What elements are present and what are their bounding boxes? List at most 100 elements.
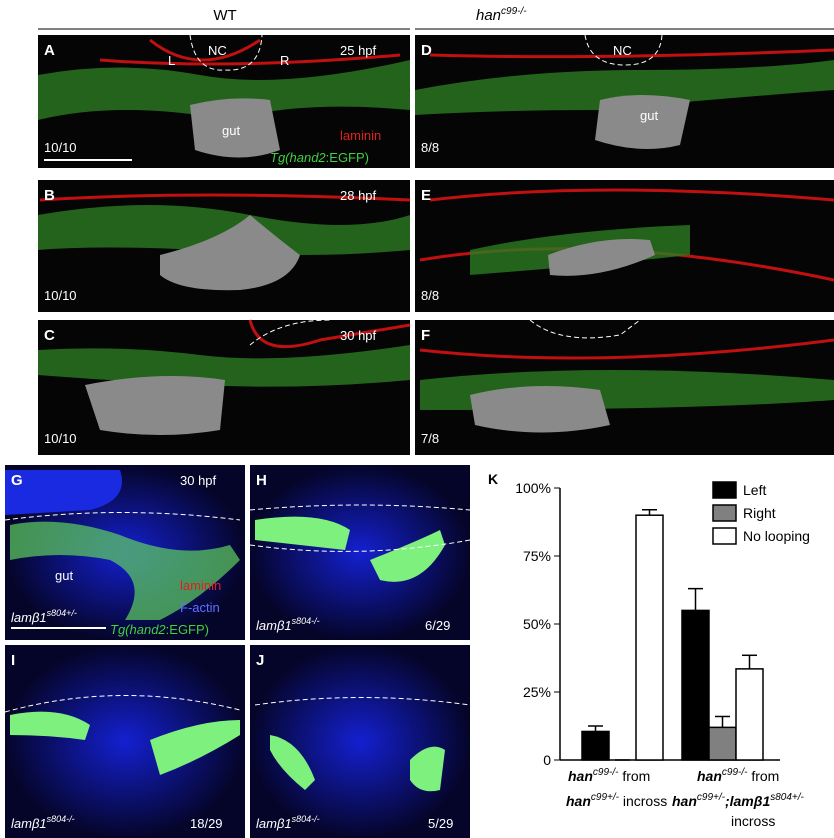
actin: F-actin bbox=[180, 600, 220, 615]
label-part: han bbox=[697, 768, 722, 784]
panel-letter: A bbox=[44, 42, 55, 59]
label-part: ;lamβ1 bbox=[725, 793, 770, 809]
t: s804+/- bbox=[47, 608, 77, 618]
t: Tg(hand2 bbox=[270, 150, 326, 165]
x-category-label: hanc99-/- from bbox=[697, 767, 779, 784]
panel-d: D NC gut 8/8 bbox=[415, 34, 834, 168]
header: WT hanc99-/- bbox=[38, 6, 834, 30]
stage: 30 hpf bbox=[340, 328, 377, 343]
label-part: s804+/- bbox=[770, 792, 804, 803]
count: 10/10 bbox=[44, 288, 77, 303]
bar bbox=[708, 726, 737, 761]
t: Tg(hand2 bbox=[110, 622, 166, 637]
t: s804-/- bbox=[292, 616, 320, 626]
label-part: incross bbox=[619, 793, 667, 809]
panel-letter: I bbox=[11, 652, 15, 669]
y-tick-label: 25% bbox=[523, 684, 551, 700]
t: lamβ1 bbox=[11, 610, 47, 625]
nc: NC bbox=[613, 43, 632, 58]
panel-b: B 28 hpf 10/10 bbox=[38, 180, 411, 312]
stain: laminin bbox=[180, 578, 221, 593]
stage: 28 hpf bbox=[340, 188, 377, 203]
x-category-label: hanc99+/- incross bbox=[566, 792, 667, 809]
count: 10/10 bbox=[44, 431, 77, 446]
y-tick-label: 0 bbox=[543, 752, 551, 768]
label-part: c99+/- bbox=[591, 792, 620, 803]
stage: 30 hpf bbox=[180, 473, 217, 488]
legend-swatch bbox=[712, 481, 737, 499]
t: c99-/- bbox=[501, 6, 527, 17]
legend-swatch bbox=[712, 527, 737, 545]
panel-letter: C bbox=[44, 327, 55, 344]
bar bbox=[735, 668, 764, 761]
x-category-label: hanc99+/-;lamβ1s804+/- bbox=[672, 792, 805, 809]
y-tick-label: 75% bbox=[523, 548, 551, 564]
mutant-label: hanc99-/- bbox=[476, 6, 527, 24]
count: 7/8 bbox=[421, 431, 439, 446]
panel-letter: G bbox=[11, 472, 23, 489]
y-tick-label: 50% bbox=[523, 616, 551, 632]
nc: NC bbox=[208, 43, 227, 58]
panel-f: F 7/8 bbox=[415, 319, 834, 455]
genotype: lamβ1s804+/- bbox=[11, 608, 77, 625]
r: R bbox=[280, 53, 289, 68]
t: lamβ1 bbox=[11, 816, 47, 831]
y-tick-label: 100% bbox=[515, 480, 551, 496]
t: lamβ1 bbox=[256, 816, 292, 831]
gut: gut bbox=[222, 123, 240, 138]
count: 5/29 bbox=[428, 816, 453, 831]
bar bbox=[635, 514, 664, 761]
panel-letter: F bbox=[421, 327, 430, 344]
t: lamβ1 bbox=[256, 618, 292, 633]
label-part: c99-/- bbox=[722, 767, 748, 778]
stage: 25 hpf bbox=[340, 43, 377, 58]
panel-c: C 30 hpf 10/10 bbox=[38, 319, 411, 455]
genotype: lamβ1s804-/- bbox=[11, 814, 75, 831]
genotype: lamβ1s804-/- bbox=[256, 814, 320, 831]
panel-letter: J bbox=[256, 652, 264, 669]
panel-a: A NC L R 25 hpf gut laminin Tg(hand2:EGF… bbox=[38, 34, 410, 168]
reporter: Tg(hand2:EGFP) bbox=[110, 622, 209, 637]
legend-swatch bbox=[712, 504, 737, 522]
panel-letter: B bbox=[44, 187, 55, 204]
panel-j: J lamβ1s804-/- 5/29 bbox=[250, 645, 471, 838]
panel-letter: H bbox=[256, 472, 267, 489]
panel-i: I lamβ1s804-/- 18/29 bbox=[4, 645, 245, 838]
label-part: han bbox=[672, 793, 697, 809]
count: 18/29 bbox=[190, 816, 223, 831]
label-part: c99-/- bbox=[593, 767, 619, 778]
gut: gut bbox=[55, 568, 73, 583]
panel-e: E 8/8 bbox=[415, 180, 834, 312]
panel-g: G 30 hpf gut laminin F-actin Tg(hand2:EG… bbox=[4, 465, 245, 640]
bar bbox=[581, 730, 610, 761]
panel-h: H lamβ1s804-/- 6/29 bbox=[249, 465, 471, 640]
label-part: c99+/- bbox=[697, 792, 726, 803]
genotype: lamβ1s804-/- bbox=[256, 616, 320, 633]
panel-letter: K bbox=[488, 471, 498, 487]
count: 10/10 bbox=[44, 140, 77, 155]
panel-letter: E bbox=[421, 187, 431, 204]
panel-letter: D bbox=[421, 42, 432, 59]
label-part: han bbox=[566, 793, 591, 809]
t: s804-/- bbox=[292, 814, 320, 824]
label-part: from bbox=[747, 768, 779, 784]
reporter: Tg(hand2:EGFP) bbox=[270, 150, 369, 165]
label-part: incross bbox=[731, 813, 775, 829]
legend-label: Right bbox=[743, 505, 776, 521]
stain: laminin bbox=[340, 128, 381, 143]
legend-label: Left bbox=[743, 482, 766, 498]
x-category-label: hanc99-/- from bbox=[568, 767, 650, 784]
wt-label: WT bbox=[213, 7, 236, 24]
count: 8/8 bbox=[421, 288, 439, 303]
bar bbox=[681, 609, 710, 761]
x-category-label: incross bbox=[731, 813, 775, 829]
t: s804-/- bbox=[47, 814, 75, 824]
count: 6/29 bbox=[425, 618, 450, 633]
t: :EGFP) bbox=[166, 622, 209, 637]
gut: gut bbox=[640, 108, 658, 123]
count: 8/8 bbox=[421, 140, 439, 155]
label-part: han bbox=[568, 768, 593, 784]
label-part: from bbox=[618, 768, 650, 784]
